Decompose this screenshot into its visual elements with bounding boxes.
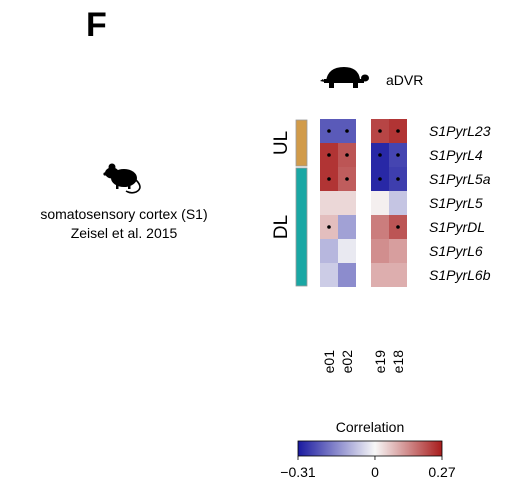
- significance-dot: [396, 153, 400, 157]
- heatmap-cell: [371, 215, 389, 239]
- mouse-icon: [103, 163, 141, 194]
- colorbar-tick-label: 0: [371, 464, 379, 480]
- significance-dot: [396, 177, 400, 181]
- column-label: e01: [321, 350, 337, 374]
- significance-dot: [378, 153, 382, 157]
- row-label: S1PyrL23: [429, 123, 491, 139]
- heatmap-cell: [320, 191, 338, 215]
- colorbar-tick-label: −0.31: [280, 464, 316, 480]
- row-label: S1PyrL6b: [429, 267, 491, 283]
- significance-dot: [345, 129, 349, 133]
- heatmap-cell: [389, 263, 407, 287]
- turtle-icon: [320, 67, 369, 88]
- heatmap-cell: [371, 239, 389, 263]
- chart-title: aDVR: [386, 72, 423, 88]
- significance-dot: [396, 225, 400, 229]
- heatmap-cell: [389, 191, 407, 215]
- heatmap-cell: [338, 215, 356, 239]
- group-bar: [295, 167, 308, 287]
- colorbar-gradient: [297, 440, 443, 457]
- colorbar-tick-label: 0.27: [428, 464, 455, 480]
- row-label: S1PyrL6: [429, 243, 483, 259]
- group-bars: UL DL: [271, 119, 308, 287]
- significance-dot: [327, 177, 331, 181]
- heatmap-cell: [371, 191, 389, 215]
- heatmap-cell: [320, 239, 338, 263]
- row-label: S1PyrDL: [429, 219, 485, 235]
- colorbar-title: Correlation: [336, 419, 404, 435]
- heatmap-cell: [338, 239, 356, 263]
- colorbar-ticks: −0.31 0 0.27: [280, 456, 456, 480]
- heatmap-cell: [389, 239, 407, 263]
- group-label: UL: [271, 131, 292, 155]
- heatmap-cell: [371, 263, 389, 287]
- row-label: S1PyrL5a: [429, 171, 491, 187]
- significance-dot: [378, 129, 382, 133]
- caption-line-2: Zeisel et al. 2015: [71, 225, 178, 241]
- column-label: e18: [390, 350, 406, 374]
- row-label: S1PyrL5: [429, 195, 483, 211]
- significance-dot: [327, 129, 331, 133]
- group-label: DL: [271, 215, 292, 239]
- row-label: S1PyrL4: [429, 147, 483, 163]
- group-bar: [295, 119, 308, 167]
- column-label: e19: [372, 350, 388, 374]
- significance-dot: [345, 153, 349, 157]
- significance-dot: [396, 129, 400, 133]
- heatmap: S1PyrL23 S1PyrL4 S1PyrL5a S1PyrL5 S1PyrDL S1P…: [320, 119, 491, 373]
- significance-dot: [327, 225, 331, 229]
- significance-dot: [327, 153, 331, 157]
- heatmap-cell: [338, 263, 356, 287]
- significance-dot: [378, 177, 382, 181]
- panel-label: F: [86, 6, 107, 44]
- significance-dot: [345, 177, 349, 181]
- caption-line-1: somatosensory cortex (S1): [40, 206, 207, 222]
- heatmap-cell: [320, 263, 338, 287]
- heatmap-cell: [338, 191, 356, 215]
- column-label: e02: [339, 350, 355, 374]
